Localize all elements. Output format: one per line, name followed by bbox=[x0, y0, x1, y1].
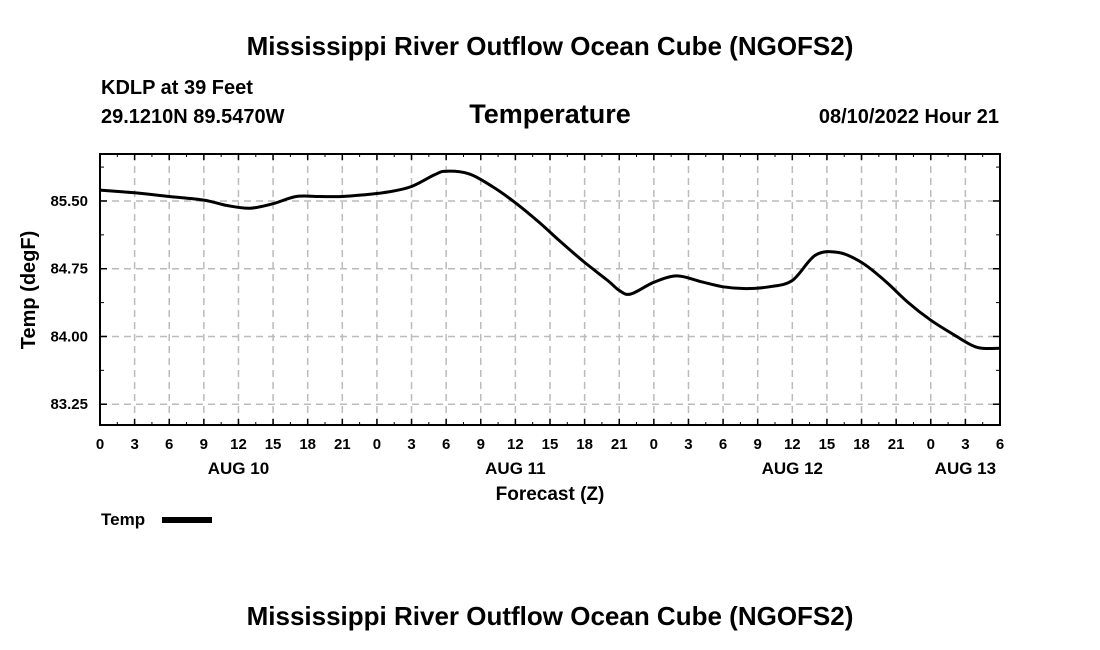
legend-swatch bbox=[162, 517, 212, 523]
x-axis-title: Forecast (Z) bbox=[496, 484, 605, 505]
x-tick-label: 12 bbox=[230, 436, 247, 453]
x-tick-label: 15 bbox=[542, 436, 559, 453]
x-tick-label: 15 bbox=[819, 436, 836, 453]
x-tick-label: 9 bbox=[477, 436, 485, 453]
x-tick-label: 12 bbox=[507, 436, 524, 453]
y-tick-label: 84.75 bbox=[50, 261, 88, 278]
x-tick-label: 18 bbox=[299, 436, 316, 453]
legend-label: Temp bbox=[101, 510, 146, 529]
x-tick-label: 3 bbox=[407, 436, 415, 453]
x-tick-label: 21 bbox=[888, 436, 905, 453]
x-tick-label: 18 bbox=[853, 436, 870, 453]
date-label: AUG 11 bbox=[485, 459, 545, 478]
forecast-datetime: 08/10/2022 Hour 21 bbox=[818, 106, 999, 128]
footer-title: Mississippi River Outflow Ocean Cube (NG… bbox=[246, 601, 854, 631]
plot-frame bbox=[99, 153, 1001, 426]
x-tick-label: 0 bbox=[96, 436, 104, 453]
y-tick-label: 84.00 bbox=[50, 328, 88, 345]
station-label: KDLP at 39 Feet bbox=[101, 77, 253, 99]
x-tick-label: 0 bbox=[373, 436, 381, 453]
x-tick-label: 6 bbox=[996, 436, 1004, 453]
date-label: AUG 10 bbox=[208, 459, 269, 478]
x-tick-label: 3 bbox=[961, 436, 969, 453]
y-tick-label: 85.50 bbox=[50, 193, 88, 210]
x-tick-label: 6 bbox=[719, 436, 727, 453]
x-tick-label: 6 bbox=[165, 436, 173, 453]
y-axis-title: Temp (degF) bbox=[18, 231, 40, 350]
station-coordinates: 29.1210N 89.5470W bbox=[101, 106, 285, 128]
x-tick-label: 15 bbox=[265, 436, 282, 453]
x-tick-label: 3 bbox=[130, 436, 138, 453]
date-label: AUG 13 bbox=[935, 459, 996, 478]
x-tick-label: 21 bbox=[334, 436, 351, 453]
x-tick-label: 9 bbox=[754, 436, 762, 453]
x-tick-label: 9 bbox=[200, 436, 208, 453]
y-tick-label: 83.25 bbox=[50, 396, 88, 413]
series-line-temp bbox=[99, 169, 1001, 351]
x-tick-label: 0 bbox=[927, 436, 935, 453]
x-tick-label: 3 bbox=[684, 436, 692, 453]
x-tick-label: 21 bbox=[611, 436, 628, 453]
chart-subtitle: Temperature bbox=[469, 99, 631, 129]
chart-title: Mississippi River Outflow Ocean Cube (NG… bbox=[246, 31, 854, 61]
x-tick-label: 18 bbox=[576, 436, 593, 453]
x-tick-label: 12 bbox=[784, 436, 801, 453]
date-label: AUG 12 bbox=[762, 459, 823, 478]
x-tick-label: 6 bbox=[442, 436, 450, 453]
x-tick-label: 0 bbox=[650, 436, 658, 453]
